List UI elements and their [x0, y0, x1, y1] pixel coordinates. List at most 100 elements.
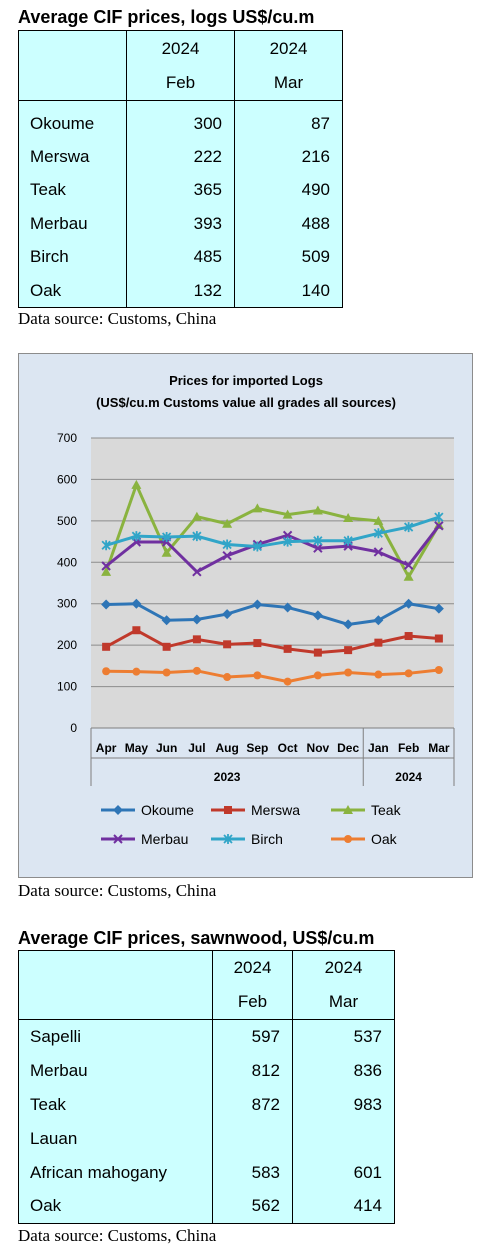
data-point: [283, 677, 292, 686]
x-tick-label: Dec: [337, 741, 359, 755]
row-name: Teak: [18, 1087, 213, 1122]
mar-value: 601: [292, 1155, 395, 1190]
feb-value: 597: [212, 1019, 293, 1054]
series-okoume: [101, 598, 444, 630]
logs-header-year: 2024: [234, 30, 343, 67]
x-tick-label: May: [125, 741, 149, 755]
data-point: [404, 669, 413, 678]
mar-value: 537: [292, 1019, 395, 1054]
data-point: [434, 634, 443, 643]
feb-value: 393: [126, 207, 235, 241]
data-point: [253, 671, 262, 680]
data-point: [161, 547, 172, 557]
mar-value: [292, 1121, 395, 1156]
legend-item: Merbau: [101, 831, 188, 847]
logs-header-blank: [18, 30, 127, 67]
data-point: [343, 512, 354, 522]
mar-value: 509: [234, 240, 343, 274]
feb-value: [212, 1121, 293, 1156]
y-tick-label: 100: [57, 680, 77, 694]
year-group-label: 2024: [395, 770, 422, 784]
series-birch: [101, 512, 444, 552]
sawnwood-header-blank: [18, 985, 213, 1020]
data-point: [433, 603, 444, 614]
data-point: [192, 666, 201, 675]
data-point: [131, 479, 142, 489]
sawnwood-title: Average CIF prices, sawnwood, US$/cu.m: [18, 928, 375, 948]
data-point: [132, 626, 141, 635]
series-oak: [102, 666, 443, 686]
data-point: [404, 632, 413, 641]
feb-value: 365: [126, 173, 235, 207]
logs-header-month: Mar: [234, 66, 343, 101]
data-point: [223, 640, 232, 649]
x-tick-label: Nov: [307, 741, 330, 755]
data-point: [192, 635, 201, 644]
data-point: [343, 619, 354, 630]
data-point: [222, 518, 233, 528]
legend-marker: [113, 805, 123, 815]
data-point: [313, 648, 322, 657]
x-tick-label: Jul: [188, 741, 205, 755]
data-point: [344, 668, 353, 677]
x-tick-label: Oct: [278, 741, 298, 755]
sawnwood-header-blank: [18, 950, 213, 986]
feb-value: 583: [212, 1155, 293, 1190]
legend-item: Teak: [331, 802, 402, 818]
row-name: Merswa: [18, 140, 127, 174]
data-point: [312, 610, 323, 621]
y-tick-label: 200: [57, 638, 77, 652]
data-point: [374, 670, 383, 679]
y-tick-label: 0: [70, 721, 77, 735]
data-point: [403, 522, 414, 533]
data-point: [373, 528, 384, 539]
legend-item: Merswa: [211, 802, 300, 818]
table-row: Teak 872 983: [18, 1087, 395, 1122]
data-point: [131, 598, 142, 609]
mar-value: 216: [234, 140, 343, 174]
x-tick-label: Jun: [156, 741, 177, 755]
data-point: [343, 535, 353, 546]
data-point: [282, 602, 293, 613]
sawnwood-header-month: Mar: [292, 985, 395, 1020]
data-point: [434, 521, 444, 531]
data-point: [132, 667, 141, 676]
mar-value: 140: [234, 274, 343, 308]
data-point: [282, 536, 293, 547]
chart-subtitle: (US$/cu.m Customs value all grades all s…: [96, 395, 396, 410]
data-point: [192, 531, 202, 542]
table-row: Merswa 222 216: [18, 140, 343, 174]
mar-value: 983: [292, 1087, 395, 1122]
data-point: [403, 560, 414, 570]
table-row: Birch 485 509: [18, 240, 343, 274]
legend-item: Birch: [211, 831, 283, 847]
legend-marker: [344, 835, 352, 843]
row-name: Sapelli: [18, 1019, 213, 1054]
legend-label: Oak: [371, 831, 398, 847]
table-row: Sapelli 597 537: [18, 1019, 395, 1054]
table-row: Oak 562 414: [18, 1189, 395, 1224]
logs-header-blank: [18, 66, 127, 101]
data-point: [252, 599, 263, 610]
table-row: Okoume 300 87: [18, 100, 343, 140]
logs-price-table: 2024 2024 Feb Mar Okoume 300 87 Merswa 222 21…: [18, 30, 343, 308]
feb-value: 812: [212, 1053, 293, 1088]
row-name: African mahogany: [18, 1155, 213, 1190]
data-point: [162, 668, 171, 677]
row-name: Birch: [18, 240, 127, 274]
data-point: [252, 541, 263, 552]
data-point: [434, 666, 443, 674]
x-tick-label: Aug: [215, 741, 238, 755]
chart-canvas: Prices for imported Logs (US$/cu.m Custo…: [57, 373, 455, 847]
data-point: [312, 505, 323, 515]
series-merbau: [101, 521, 444, 577]
series-line: [105, 515, 440, 549]
data-point: [101, 599, 112, 610]
data-point: [223, 673, 232, 682]
year-group-label: 2023: [214, 770, 241, 784]
row-name: Teak: [18, 173, 127, 207]
x-tick-label: Apr: [96, 741, 117, 755]
feb-value: 562: [212, 1189, 293, 1224]
logs-price-chart: Prices for imported Logs (US$/cu.m Custo…: [18, 353, 473, 878]
x-tick-label: Mar: [428, 741, 450, 755]
